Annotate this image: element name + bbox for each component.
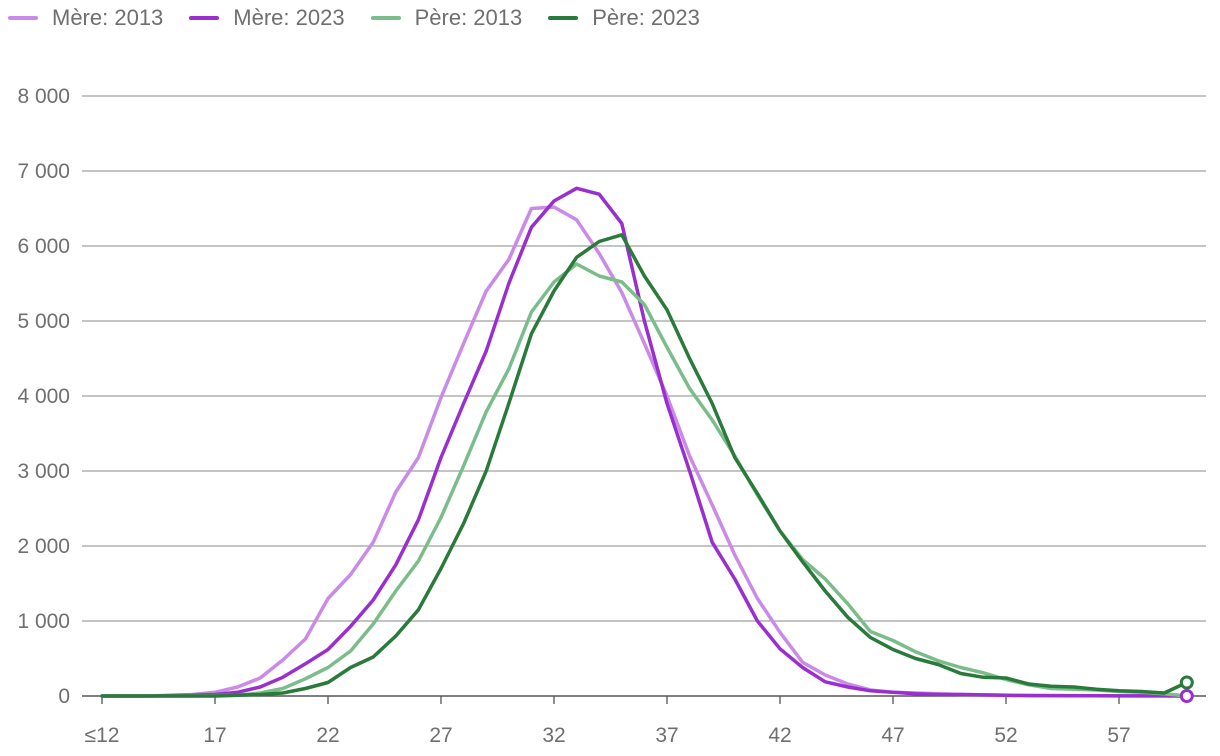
series-line-3 (100, 233, 1189, 698)
legend-swatch-mere-2013 (8, 16, 38, 20)
x-tick-label-17: 17 (203, 724, 226, 747)
series-lines (100, 186, 1189, 698)
legend-item-mere-2013[interactable]: Mère: 2013 (8, 5, 163, 31)
y-tick-label-0: 0 (58, 685, 70, 708)
y-tick-label-8000: 8 000 (17, 85, 70, 108)
end-point-marker-3 (1179, 675, 1194, 690)
y-tick-label-1000: 1 000 (17, 610, 70, 633)
series-line-2 (100, 262, 1189, 698)
gridlines (82, 95, 1206, 697)
y-tick-label-3000: 3 000 (17, 460, 70, 483)
x-axis: ≤12 17 22 27 32 37 42 47 52 57 (85, 696, 1131, 747)
x-tick-label-37: 37 (655, 724, 678, 747)
legend-swatch-pere-2023 (548, 16, 579, 20)
y-tick-label-4000: 4 000 (17, 385, 70, 408)
x-tick-label-57: 57 (1107, 724, 1130, 747)
legend-label-mere-2023: Mère: 2023 (233, 5, 345, 30)
series-line-0 (100, 205, 1189, 698)
legend: Mère: 2013 Mère: 2023 Père: 2013 Père: 2… (0, 0, 718, 36)
x-tick-label-42: 42 (768, 724, 791, 747)
legend-label-pere-2013: Père: 2013 (414, 5, 523, 30)
y-axis-tick-labels: 0 1 000 2 000 3 000 4 000 5 000 6 000 7 000 8 00… (17, 85, 70, 708)
legend-swatch-mere-2023 (189, 16, 220, 20)
legend-swatch-pere-2013 (370, 16, 401, 20)
x-tick-label-27: 27 (429, 724, 452, 747)
x-tick-label-12: ≤12 (85, 724, 120, 747)
legend-label-mere-2013: Mère: 2013 (52, 5, 164, 30)
y-tick-label-7000: 7 000 (17, 160, 70, 183)
x-tick-label-47: 47 (881, 724, 904, 747)
legend-label-pere-2023: Père: 2023 (592, 5, 700, 30)
x-tick-label-52: 52 (994, 724, 1017, 747)
y-tick-label-6000: 6 000 (17, 235, 70, 258)
y-tick-label-2000: 2 000 (17, 535, 70, 558)
x-tick-label-32: 32 (542, 724, 565, 747)
series-line-1 (100, 186, 1189, 698)
y-tick-label-5000: 5 000 (17, 310, 70, 333)
legend-item-pere-2013[interactable]: Père: 2013 (370, 5, 523, 31)
end-markers (1179, 675, 1194, 703)
end-point-marker-1 (1179, 689, 1194, 703)
legend-item-mere-2023[interactable]: Mère: 2023 (189, 5, 345, 31)
x-tick-label-22: 22 (316, 724, 339, 747)
legend-item-pere-2023[interactable]: Père: 2023 (548, 5, 700, 31)
